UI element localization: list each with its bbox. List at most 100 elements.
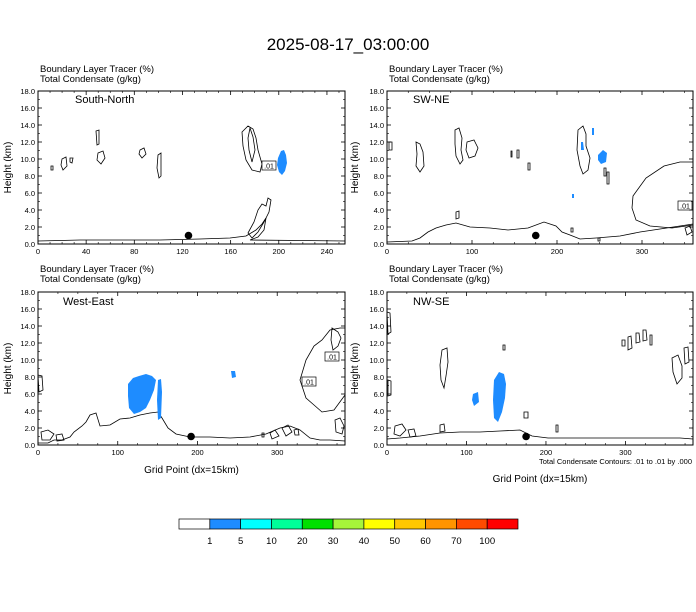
colorbar-swatch xyxy=(425,518,457,530)
colorbar-swatch xyxy=(332,518,365,530)
ytick-label: 6.0 xyxy=(374,189,384,198)
panel-2-title: SW-NE xyxy=(413,94,449,106)
panel-1-contours xyxy=(37,125,346,242)
colorbar-label: 60 xyxy=(420,536,431,547)
ytick-label: 14.0 xyxy=(20,121,35,130)
xtick-label: 160 xyxy=(224,247,237,256)
colorbar-swatch xyxy=(240,518,272,530)
ytick-label: 10.0 xyxy=(20,356,35,365)
ytick-label: 8.0 xyxy=(25,373,35,382)
colorbar-label: 50 xyxy=(389,536,400,547)
panel-3-header-line2: Total Condensate (g/kg) xyxy=(40,274,141,285)
colorbar-label: 1 xyxy=(207,536,212,547)
ytick-label: 2.0 xyxy=(374,424,384,433)
ytick-label: 16.0 xyxy=(20,305,35,314)
ytick-label: 14.0 xyxy=(369,322,384,331)
ytick-label: 8.0 xyxy=(25,172,35,181)
xtick-label: 80 xyxy=(130,247,138,256)
ytick-label: 10.0 xyxy=(20,155,35,164)
panel-4-tracer-fill xyxy=(472,372,506,422)
ytick-label: 10.0 xyxy=(369,155,384,164)
colorbar-label: 20 xyxy=(297,536,308,547)
xtick-label: 0 xyxy=(36,448,40,457)
panel-1-ylabel: Height (km) xyxy=(3,142,14,194)
colorbar-label: 5 xyxy=(238,536,243,547)
panel-4-marks: 0.0 2.0 4.0 6.0 8.0 10.0 12.0 14.0 16.0 18.0 0 100 2… xyxy=(369,288,693,457)
ytick-label: 0.0 xyxy=(374,240,384,249)
xtick-label: 200 xyxy=(540,448,553,457)
colorbar-swatch xyxy=(363,518,396,530)
xtick-label: 120 xyxy=(176,247,189,256)
ytick-label: 4.0 xyxy=(25,206,35,215)
ytick-label: 14.0 xyxy=(369,121,384,130)
svg-text:.01: .01 xyxy=(304,380,314,387)
xtick-label: 0 xyxy=(385,247,389,256)
ytick-label: 4.0 xyxy=(374,407,384,416)
ytick-label: 12.0 xyxy=(369,339,384,348)
panel-4-title: NW-SE xyxy=(413,296,449,308)
colorbar-swatch xyxy=(456,518,488,530)
xtick-label: 300 xyxy=(271,448,284,457)
ytick-label: 6.0 xyxy=(25,390,35,399)
figure-title: 2025-08-17_03:00:00 xyxy=(267,35,430,54)
ytick-label: 8.0 xyxy=(374,373,384,382)
colorbar-swatch xyxy=(271,518,303,530)
panel-1-tracer-fill xyxy=(277,150,287,175)
colorbar: 1 5 10 20 30 40 50 60 70 100 xyxy=(178,518,519,547)
xtick-label: 0 xyxy=(385,448,389,457)
ytick-label: 14.0 xyxy=(20,322,35,331)
panel-2-tracer-fill xyxy=(572,128,607,198)
ytick-label: 16.0 xyxy=(369,305,384,314)
svg-text:.01: .01 xyxy=(680,204,690,211)
ytick-label: 4.0 xyxy=(374,206,384,215)
panel-4-ylabel: Height (km) xyxy=(350,343,361,395)
ytick-label: 0.0 xyxy=(25,441,35,450)
ytick-label: 0.0 xyxy=(25,240,35,249)
panel-2-contours xyxy=(386,125,694,243)
colorbar-swatch xyxy=(394,518,426,530)
xtick-label: 40 xyxy=(82,247,90,256)
panel-4-xlabel: Grid Point (dx=15km) xyxy=(493,474,588,485)
ytick-label: 18.0 xyxy=(369,87,384,96)
panel-2-header-line1: Boundary Layer Tracer (%) xyxy=(389,64,503,75)
panel-3-plot-area xyxy=(37,291,346,446)
colorbar-swatch xyxy=(209,518,241,530)
panel-west-east: Boundary Layer Tracer (%) Total Condensa… xyxy=(3,264,346,476)
panel-3-ylabel: Height (km) xyxy=(3,343,14,395)
ytick-label: 12.0 xyxy=(369,138,384,147)
ytick-label: 10.0 xyxy=(369,356,384,365)
panel-4-contours xyxy=(386,311,694,440)
xtick-label: 300 xyxy=(619,448,632,457)
panel-south-north: Boundary Layer Tracer (%) Total Condensa… xyxy=(3,64,346,256)
colorbar-label: 70 xyxy=(451,536,462,547)
ytick-label: 16.0 xyxy=(20,104,35,113)
ytick-label: 18.0 xyxy=(20,87,35,96)
panel-3-contours xyxy=(37,327,346,444)
panel-1-contour-label: .01 xyxy=(261,160,277,171)
panel-3-marks: 0.0 2.0 4.0 6.0 8.0 10.0 12.0 14.0 16.0 18.0 0 100 2… xyxy=(20,288,345,457)
xtick-label: 200 xyxy=(551,247,564,256)
svg-text:.01: .01 xyxy=(264,164,274,171)
xtick-label: 240 xyxy=(321,247,334,256)
xtick-label: 100 xyxy=(460,448,473,457)
panel-1-plot-area xyxy=(37,90,346,245)
xtick-label: 200 xyxy=(273,247,286,256)
xtick-label: 100 xyxy=(466,247,479,256)
ytick-label: 16.0 xyxy=(369,104,384,113)
colorbar-swatch xyxy=(178,518,211,530)
ytick-label: 12.0 xyxy=(20,339,35,348)
ytick-label: 4.0 xyxy=(25,407,35,416)
xtick-label: 100 xyxy=(111,448,124,457)
panel-4-plot-area xyxy=(386,291,694,446)
ytick-label: 2.0 xyxy=(25,223,35,232)
contour-note: Total Condensate Contours: .01 to .01 by… xyxy=(539,457,692,466)
ytick-label: 0.0 xyxy=(374,441,384,450)
panel-4-header-line1: Boundary Layer Tracer (%) xyxy=(389,264,503,275)
xtick-label: 0 xyxy=(36,247,40,256)
colorbar-label: 40 xyxy=(359,536,370,547)
panel-4-header-line2: Total Condensate (g/kg) xyxy=(389,274,490,285)
panel-1-header-line1: Boundary Layer Tracer (%) xyxy=(40,64,154,75)
panel-2-contour-label: .01 xyxy=(677,200,693,211)
panel-2-ylabel: Height (km) xyxy=(350,142,361,194)
